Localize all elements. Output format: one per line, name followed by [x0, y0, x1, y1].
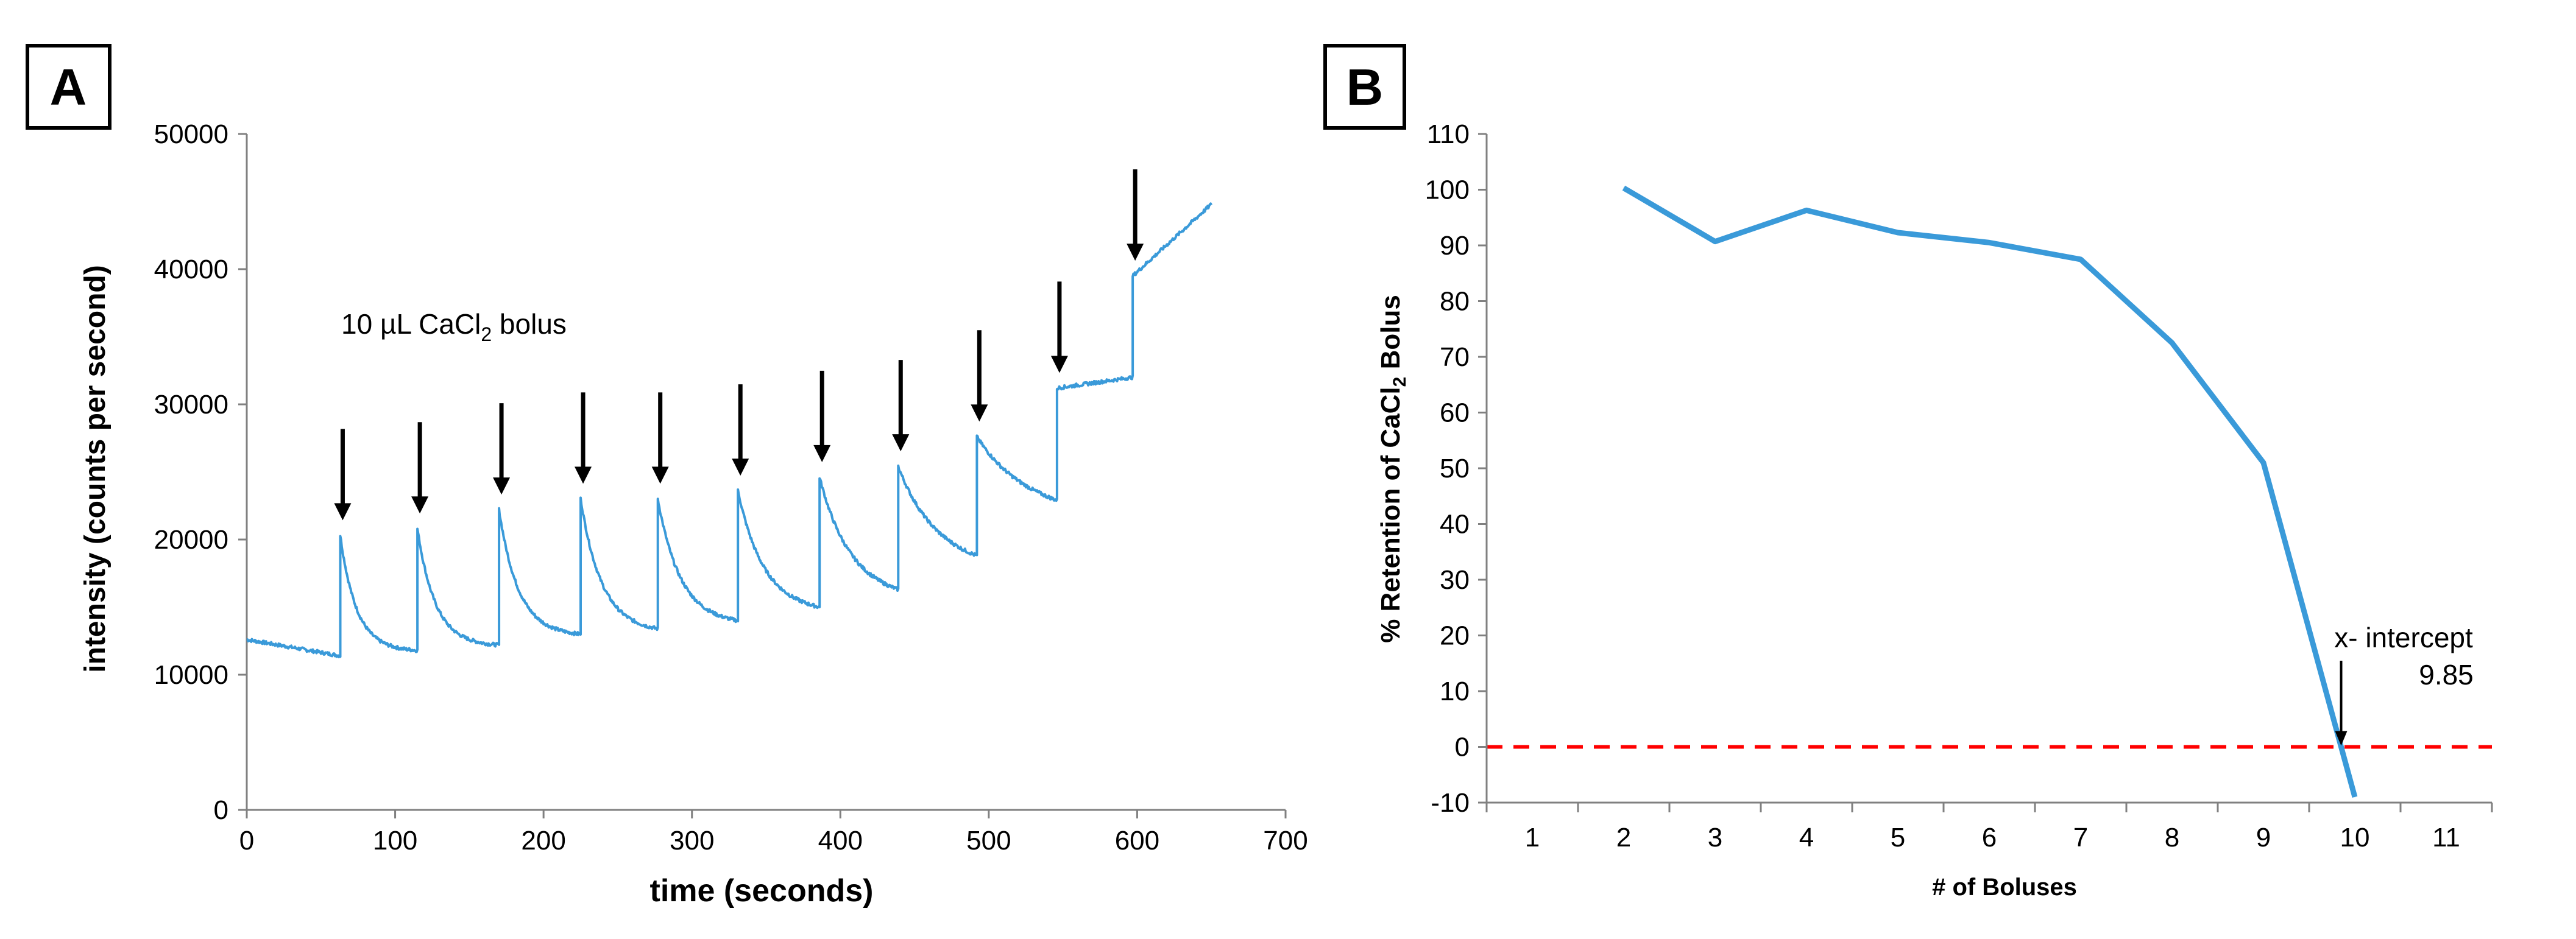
bolus-arrow — [1127, 169, 1144, 261]
bolus-arrow — [651, 392, 669, 484]
chart-b-x-ticks: 1 2 3 4 5 6 7 8 9 10 11 — [1485, 803, 2493, 853]
chart-a-intensity: 0 10000 20000 30000 40000 50000 0 100 200 300 400… — [79, 119, 1308, 909]
panel-b-label: B — [1323, 44, 1406, 130]
chart-b-y-tick-label: 30 — [1440, 565, 1470, 595]
chart-a-y-tick-label: 30000 — [154, 390, 228, 420]
chart-b-x-tick-label: 4 — [1799, 823, 1814, 853]
chart-a-x-tick-label: 500 — [966, 826, 1011, 856]
chart-a-y-ticks: 0 10000 20000 30000 40000 50000 — [154, 119, 247, 825]
chart-b-y-tick-label: 70 — [1440, 342, 1470, 372]
chart-b-x-tick-label: 5 — [1891, 823, 1905, 853]
chart-b-y-tick-label: 20 — [1440, 621, 1470, 651]
chart-a-x-tick-label: 700 — [1263, 826, 1307, 856]
chart-b-y-tick-label: 10 — [1440, 677, 1470, 706]
bolus-arrow — [1050, 281, 1068, 373]
chart-b-data-point — [2263, 462, 2264, 463]
bolus-arrow — [813, 370, 831, 462]
chart-b-x-tick-label: 6 — [1982, 823, 1997, 853]
panel-a-label: A — [26, 44, 111, 130]
chart-b-intercept-value: 9.85 — [2419, 659, 2474, 691]
chart-b-y-tick-label: 50 — [1440, 454, 1470, 484]
bolus-arrow — [971, 330, 988, 422]
chart-b-y-tick-label: 80 — [1440, 287, 1470, 317]
chart-b-y-tick-label: 40 — [1440, 510, 1470, 540]
chart-b-x-tick-label: 1 — [1525, 823, 1540, 853]
chart-a-y-axis-title: intensity (counts per second) — [79, 265, 111, 672]
chart-b-intercept-arrow — [2335, 661, 2348, 746]
chart-b-intercept-label: x- intercept — [2334, 622, 2473, 653]
chart-a-bolus-annotation: 10 µL CaCl2 bolus — [341, 308, 567, 345]
chart-b-x-axis-title: # of Boluses — [1932, 874, 2077, 901]
chart-a-bolus-arrows — [334, 169, 1144, 521]
chart-a-series — [246, 202, 1212, 658]
chart-a-x-ticks: 0 100 200 300 400 500 600 700 — [239, 810, 1308, 856]
chart-a-y-tick-label: 0 — [214, 795, 228, 825]
chart-b-series — [1622, 185, 2358, 798]
bolus-arrow — [493, 403, 511, 495]
chart-b-x-tick-label: 8 — [2165, 823, 2179, 853]
bolus-arrow — [334, 429, 352, 521]
chart-a-x-tick-label: 0 — [239, 826, 254, 856]
bolus-arrow — [732, 384, 749, 476]
chart-b-y-tick-label: -10 — [1431, 788, 1470, 818]
panel-a-letter: A — [50, 58, 87, 116]
chart-b-x-tick-label: 9 — [2256, 823, 2271, 853]
chart-a-x-tick-label: 200 — [521, 826, 565, 856]
chart-a-y-tick-label: 50000 — [154, 119, 228, 149]
chart-b-x-tick-label: 7 — [2073, 823, 2088, 853]
chart-a-y-tick-label: 10000 — [154, 660, 228, 690]
bolus-arrow — [575, 392, 592, 484]
chart-b-y-tick-label: 60 — [1440, 398, 1470, 428]
chart-b-x-tick-label: 2 — [1616, 823, 1631, 853]
chart-b-x-tick-label: 11 — [2432, 823, 2460, 853]
panel-b-letter: B — [1346, 58, 1384, 116]
bolus-arrow — [892, 360, 910, 452]
chart-a-axes — [246, 134, 1286, 811]
chart-a-y-tick-label: 20000 — [154, 525, 228, 555]
chart-a-x-tick-label: 400 — [818, 826, 863, 856]
chart-b-y-ticks: -10 0 10 20 30 40 50 60 70 80 90 100 110 — [1425, 119, 1487, 818]
chart-a-x-tick-label: 300 — [670, 826, 714, 856]
chart-b-y-axis-title: % Retention of CaCl2 Bolus — [1376, 295, 1410, 643]
chart-b-y-tick-label: 0 — [1455, 733, 1470, 762]
bolus-arrow — [411, 422, 429, 514]
chart-b-x-tick-label: 3 — [1708, 823, 1722, 853]
chart-a-x-tick-label: 600 — [1115, 826, 1159, 856]
chart-b-y-tick-label: 100 — [1425, 175, 1470, 205]
chart-b-data-point — [1806, 209, 1807, 211]
chart-a-intensity-line — [246, 202, 1212, 658]
chart-b-y-tick-label: 90 — [1440, 231, 1470, 261]
chart-b-data-point — [1714, 241, 1716, 242]
chart-a-y-tick-label: 40000 — [154, 255, 228, 284]
chart-b-retention: -10 0 10 20 30 40 50 60 70 80 90 100 110 1 2 3 4 5 6 7 8 9 10… — [1376, 119, 2493, 901]
chart-a-x-axis-title: time (seconds) — [650, 873, 874, 909]
chart-b-y-tick-label: 110 — [1427, 119, 1470, 149]
chart-b-data-point — [1989, 242, 1990, 243]
chart-b-retention-line — [1622, 185, 2358, 798]
chart-a-x-tick-label: 100 — [373, 826, 417, 856]
chart-b-x-tick-label: 10 — [2340, 823, 2370, 853]
chart-b-intercept-annotation: x- intercept 9.85 — [2334, 622, 2474, 746]
